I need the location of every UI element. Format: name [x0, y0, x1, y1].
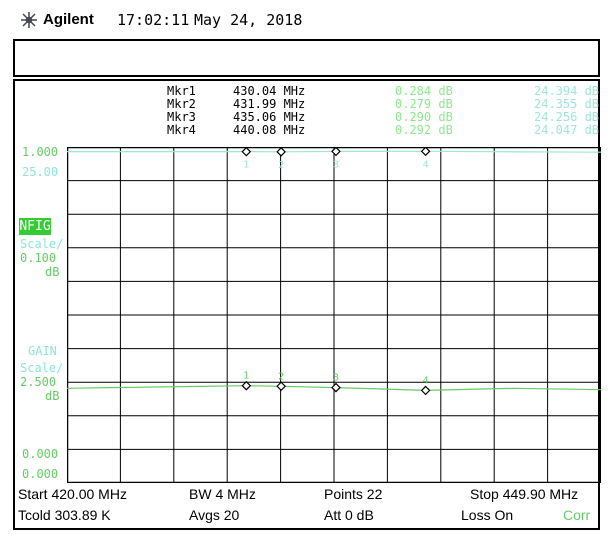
marker-freq: 430.04 MHz: [233, 84, 306, 98]
tcold-temperature: Tcold 303.89 K: [18, 507, 111, 523]
trace-plot[interactable]: 1 1 2 2 3 3 4 4: [67, 147, 601, 483]
nfig-marker-number: 3: [333, 159, 339, 170]
attenuation: Att 0 dB: [324, 507, 374, 523]
nfig-scale-value: 0.100: [20, 251, 57, 265]
gain-top-ref: 25.00: [22, 165, 59, 179]
gain-trace: [67, 385, 601, 392]
marker-name: Mkr2: [167, 97, 196, 111]
gain-marker-number: 3: [333, 373, 339, 384]
marker-gain: 24.355 dB: [534, 97, 600, 111]
marker-nfig: 0.284 dB: [395, 84, 453, 98]
gain-bottom-ref: 0.000: [22, 467, 59, 481]
stop-frequency: Stop 449.90 MHz: [470, 486, 579, 502]
marker-freq: 431.99 MHz: [233, 97, 306, 111]
gain-scale-unit: dB: [45, 389, 60, 403]
gain-scale-word: Scale/: [20, 361, 64, 375]
gain-marker-diamond[interactable]: [241, 380, 252, 391]
nfig-bottom-ref: 0.000: [22, 447, 59, 461]
gain-marker-diamond[interactable]: [420, 385, 431, 396]
nfig-marker-diamond[interactable]: [420, 147, 431, 157]
nfig-trace: [67, 150, 601, 153]
marker-nfig: 0.292 dB: [395, 123, 453, 137]
marker-name: Mkr3: [167, 110, 196, 124]
nfig-marker-number: 1: [243, 160, 249, 171]
nfig-marker-diamond[interactable]: [331, 147, 341, 157]
gain-trace-label[interactable]: GAIN: [28, 344, 57, 358]
nfig-top-ref: 1.000: [22, 145, 59, 159]
title-area: [13, 39, 600, 77]
gain-marker-number: 4: [423, 375, 429, 386]
gain-scale-value: 2.500: [20, 375, 57, 389]
correction-indicator: Corr: [563, 507, 591, 523]
start-frequency: Start 420.00 MHz: [18, 486, 127, 502]
gain-marker-diamond[interactable]: [331, 382, 341, 393]
marker-freq: 440.08 MHz: [233, 123, 306, 137]
loss-compensation: Loss On: [461, 507, 514, 523]
clock-date: May 24, 2018: [194, 11, 303, 29]
nfig-marker-diamond[interactable]: [241, 147, 252, 157]
nfig-marker-number: 4: [423, 159, 429, 170]
marker-name: Mkr4: [167, 123, 196, 137]
points-count: Points 22: [324, 486, 383, 502]
marker-gain: 24.047 dB: [534, 123, 600, 137]
nfig-marker-number: 2: [278, 160, 284, 171]
marker-gain: 24.256 dB: [534, 110, 600, 124]
clock-time: 17:02:11: [117, 11, 190, 29]
gain-marker-diamond[interactable]: [276, 381, 286, 392]
nfig-marker-diamond[interactable]: [276, 147, 286, 157]
averages: Avgs 20: [189, 507, 240, 523]
marker-nfig: 0.279 dB: [395, 97, 453, 111]
measurement-screen: Mkr1 430.04 MHz 0.284 dB 24.394 dB Mkr2 …: [13, 79, 601, 530]
agilent-spark-icon: [21, 12, 37, 28]
marker-gain: 24.394 dB: [534, 84, 600, 98]
gain-marker-number: 1: [243, 371, 249, 382]
marker-freq: 435.06 MHz: [233, 110, 306, 124]
gain-marker-number: 2: [278, 371, 284, 382]
brand-name: Agilent: [43, 11, 94, 28]
nfig-scale-unit: dB: [45, 265, 60, 279]
header: Agilent 17:02:11 May 24, 2018: [0, 0, 615, 36]
marker-name: Mkr1: [167, 84, 196, 98]
nfig-scale-word: Scale/: [20, 237, 64, 251]
bandwidth: BW 4 MHz: [189, 486, 256, 502]
nfig-trace-label[interactable]: NFIG: [19, 218, 51, 235]
marker-nfig: 0.290 dB: [395, 110, 453, 124]
